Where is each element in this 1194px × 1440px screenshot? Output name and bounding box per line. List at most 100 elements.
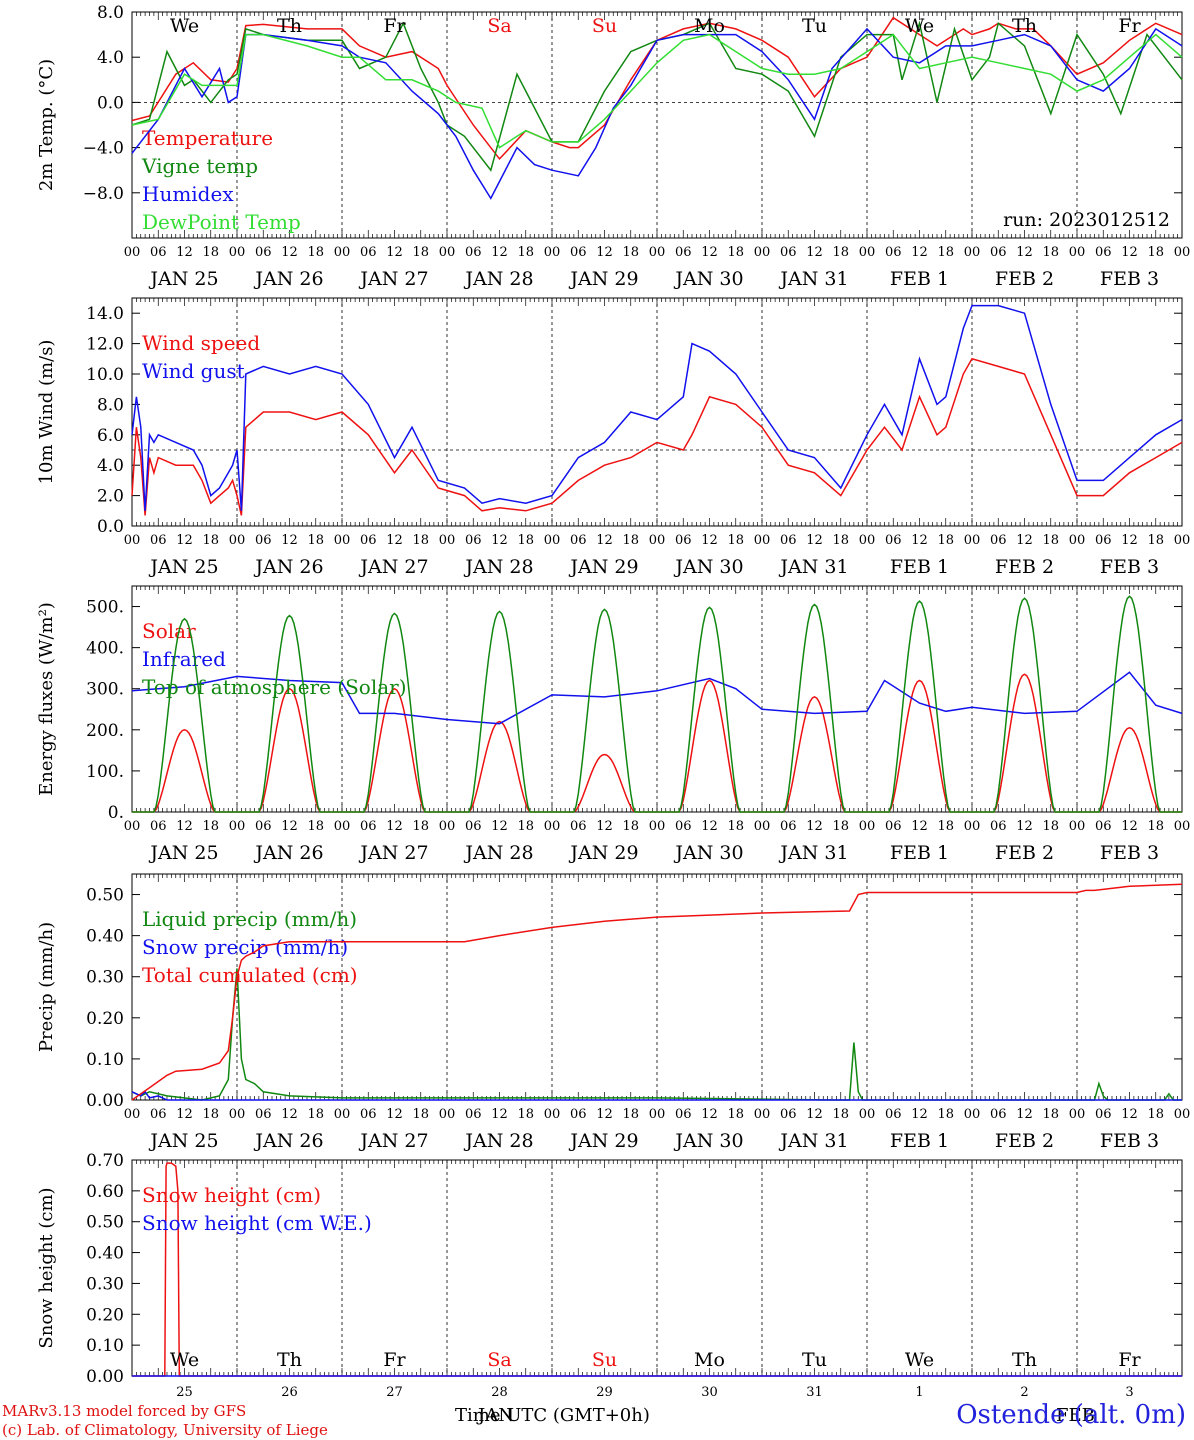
- y-tick-label: 0.40: [86, 927, 124, 947]
- x-day-label: JAN 31: [778, 268, 848, 290]
- x-hour-label: 06: [360, 819, 377, 834]
- x-hour-label: 18: [622, 1107, 639, 1122]
- weekday-label: We: [170, 1349, 199, 1371]
- weekday-label: Th: [277, 15, 302, 37]
- weekday-label: We: [905, 1349, 934, 1371]
- x-hour-label: 18: [307, 245, 324, 260]
- x-day-label: JAN 30: [673, 268, 743, 290]
- x-hour-label: 00: [544, 533, 561, 548]
- y-tick-label: −8.0: [83, 184, 124, 204]
- x-hour-label: 00: [439, 819, 456, 834]
- x-hour-label: 06: [1095, 819, 1112, 834]
- x-hour-label: 00: [964, 819, 981, 834]
- weekday-label: Fr: [1118, 1349, 1141, 1371]
- x-hour-label: 06: [780, 245, 797, 260]
- y-axis-label: 2m Temp. (°C): [36, 59, 57, 191]
- x-hour-label: 18: [832, 533, 849, 548]
- x-hour-label: 00: [964, 245, 981, 260]
- y-tick-label: 10.0: [86, 365, 124, 385]
- x-hour-label: 18: [517, 819, 534, 834]
- y-tick-label: 0.50: [86, 886, 124, 906]
- x-hour-label: 00: [964, 1107, 981, 1122]
- weekday-label: Th: [277, 1349, 302, 1371]
- x-hour-label: 18: [202, 245, 219, 260]
- x-hour-label: 06: [885, 245, 902, 260]
- weekday-label: Mo: [694, 15, 725, 37]
- y-tick-label: 500.: [86, 598, 124, 618]
- x-hour-label: 00: [649, 819, 666, 834]
- x-hour-label: 12: [176, 533, 193, 548]
- weekday-label: Fr: [383, 15, 406, 37]
- x-day-label: JAN 25: [148, 268, 218, 290]
- x-hour-label: 18: [1147, 1107, 1164, 1122]
- x-hour-label: 00: [229, 819, 246, 834]
- x-hour-label: 00: [334, 245, 351, 260]
- x-hour-label: 12: [176, 819, 193, 834]
- x-hour-label: 18: [622, 819, 639, 834]
- x-day-label: JAN 29: [568, 842, 638, 864]
- x-hour-label: 06: [255, 819, 272, 834]
- x-day-label: JAN 27: [358, 1130, 428, 1152]
- legend-entry: Total cumulated (cm): [142, 963, 358, 987]
- panel-1: 8.0 4.0 0.0 −4.0 −8.0 2m Temp. (°C) 00 06 12 18 00…: [36, 3, 1190, 290]
- x-hour-label: 12: [1121, 1107, 1138, 1122]
- x-day-label: JAN 25: [148, 556, 218, 578]
- x-day-label: JAN 25: [148, 842, 218, 864]
- x-hour-label: 00: [1174, 533, 1191, 548]
- x-hour-label: 12: [911, 1107, 928, 1122]
- x-hour-label: 12: [1121, 533, 1138, 548]
- x-hour-label: 06: [255, 245, 272, 260]
- x-hour-label: 18: [1042, 819, 1059, 834]
- x-hour-label: 12: [806, 819, 823, 834]
- x-hour-label: 00: [754, 1107, 771, 1122]
- x-hour-label: 06: [990, 533, 1007, 548]
- x-hour-label: 18: [1147, 819, 1164, 834]
- model-credit: MARv3.13 model forced by GFS: [2, 1402, 247, 1420]
- x-day-label: JAN 27: [358, 268, 428, 290]
- series-line: [131, 357, 1183, 516]
- x-hour-label: 06: [150, 819, 167, 834]
- x-hour-label: 00: [124, 533, 141, 548]
- x-day-number: 25: [176, 1385, 193, 1400]
- y-tick-label: 100.: [86, 762, 124, 782]
- x-hour-label: 18: [307, 533, 324, 548]
- x-hour-label: 12: [386, 819, 403, 834]
- y-tick-label: 0.60: [86, 1182, 124, 1202]
- x-hour-label: 18: [412, 245, 429, 260]
- weekday-label: Th: [1012, 15, 1037, 37]
- x-day-label: JAN 26: [253, 1130, 323, 1152]
- station-label: Ostende (alt. 0m): [956, 1400, 1186, 1430]
- x-hour-label: 12: [386, 1107, 403, 1122]
- x-hour-label: 06: [360, 1107, 377, 1122]
- legend-entry: Snow precip (mm/h): [142, 935, 348, 959]
- legend-entry: Snow height (cm W.E.): [142, 1211, 372, 1235]
- legend-entry: Liquid precip (mm/h): [142, 907, 357, 931]
- x-hour-label: 00: [754, 819, 771, 834]
- x-hour-label: 00: [544, 1107, 561, 1122]
- x-hour-label: 00: [1174, 819, 1191, 834]
- y-tick-label: 0.20: [86, 1009, 124, 1029]
- x-hour-label: 06: [465, 819, 482, 834]
- x-day-number: 27: [386, 1385, 403, 1400]
- x-hour-label: 12: [701, 1107, 718, 1122]
- month-label-feb: FEB: [1056, 1405, 1095, 1426]
- x-day-label: FEB 3: [1100, 556, 1159, 578]
- x-hour-label: 00: [124, 1107, 141, 1122]
- legend-entry: Top of atmosphere (Solar): [142, 675, 407, 699]
- y-tick-label: 14.0: [86, 304, 124, 324]
- y-tick-label: 0.50: [86, 1213, 124, 1233]
- x-hour-label: 06: [465, 245, 482, 260]
- legend-entry: Vigne temp: [141, 154, 258, 178]
- x-day-label: FEB 1: [890, 556, 949, 578]
- x-hour-label: 12: [491, 819, 508, 834]
- x-hour-label: 00: [649, 245, 666, 260]
- x-hour-label: 06: [465, 533, 482, 548]
- x-hour-label: 06: [675, 819, 692, 834]
- x-hour-label: 12: [1016, 819, 1033, 834]
- x-day-label: JAN 28: [463, 842, 533, 864]
- series-line: [131, 1090, 1182, 1101]
- weekday-label: Tu: [802, 15, 827, 37]
- x-hour-label: 12: [806, 1107, 823, 1122]
- legend-entry: Wind gust: [142, 359, 245, 383]
- x-hour-label: 06: [990, 245, 1007, 260]
